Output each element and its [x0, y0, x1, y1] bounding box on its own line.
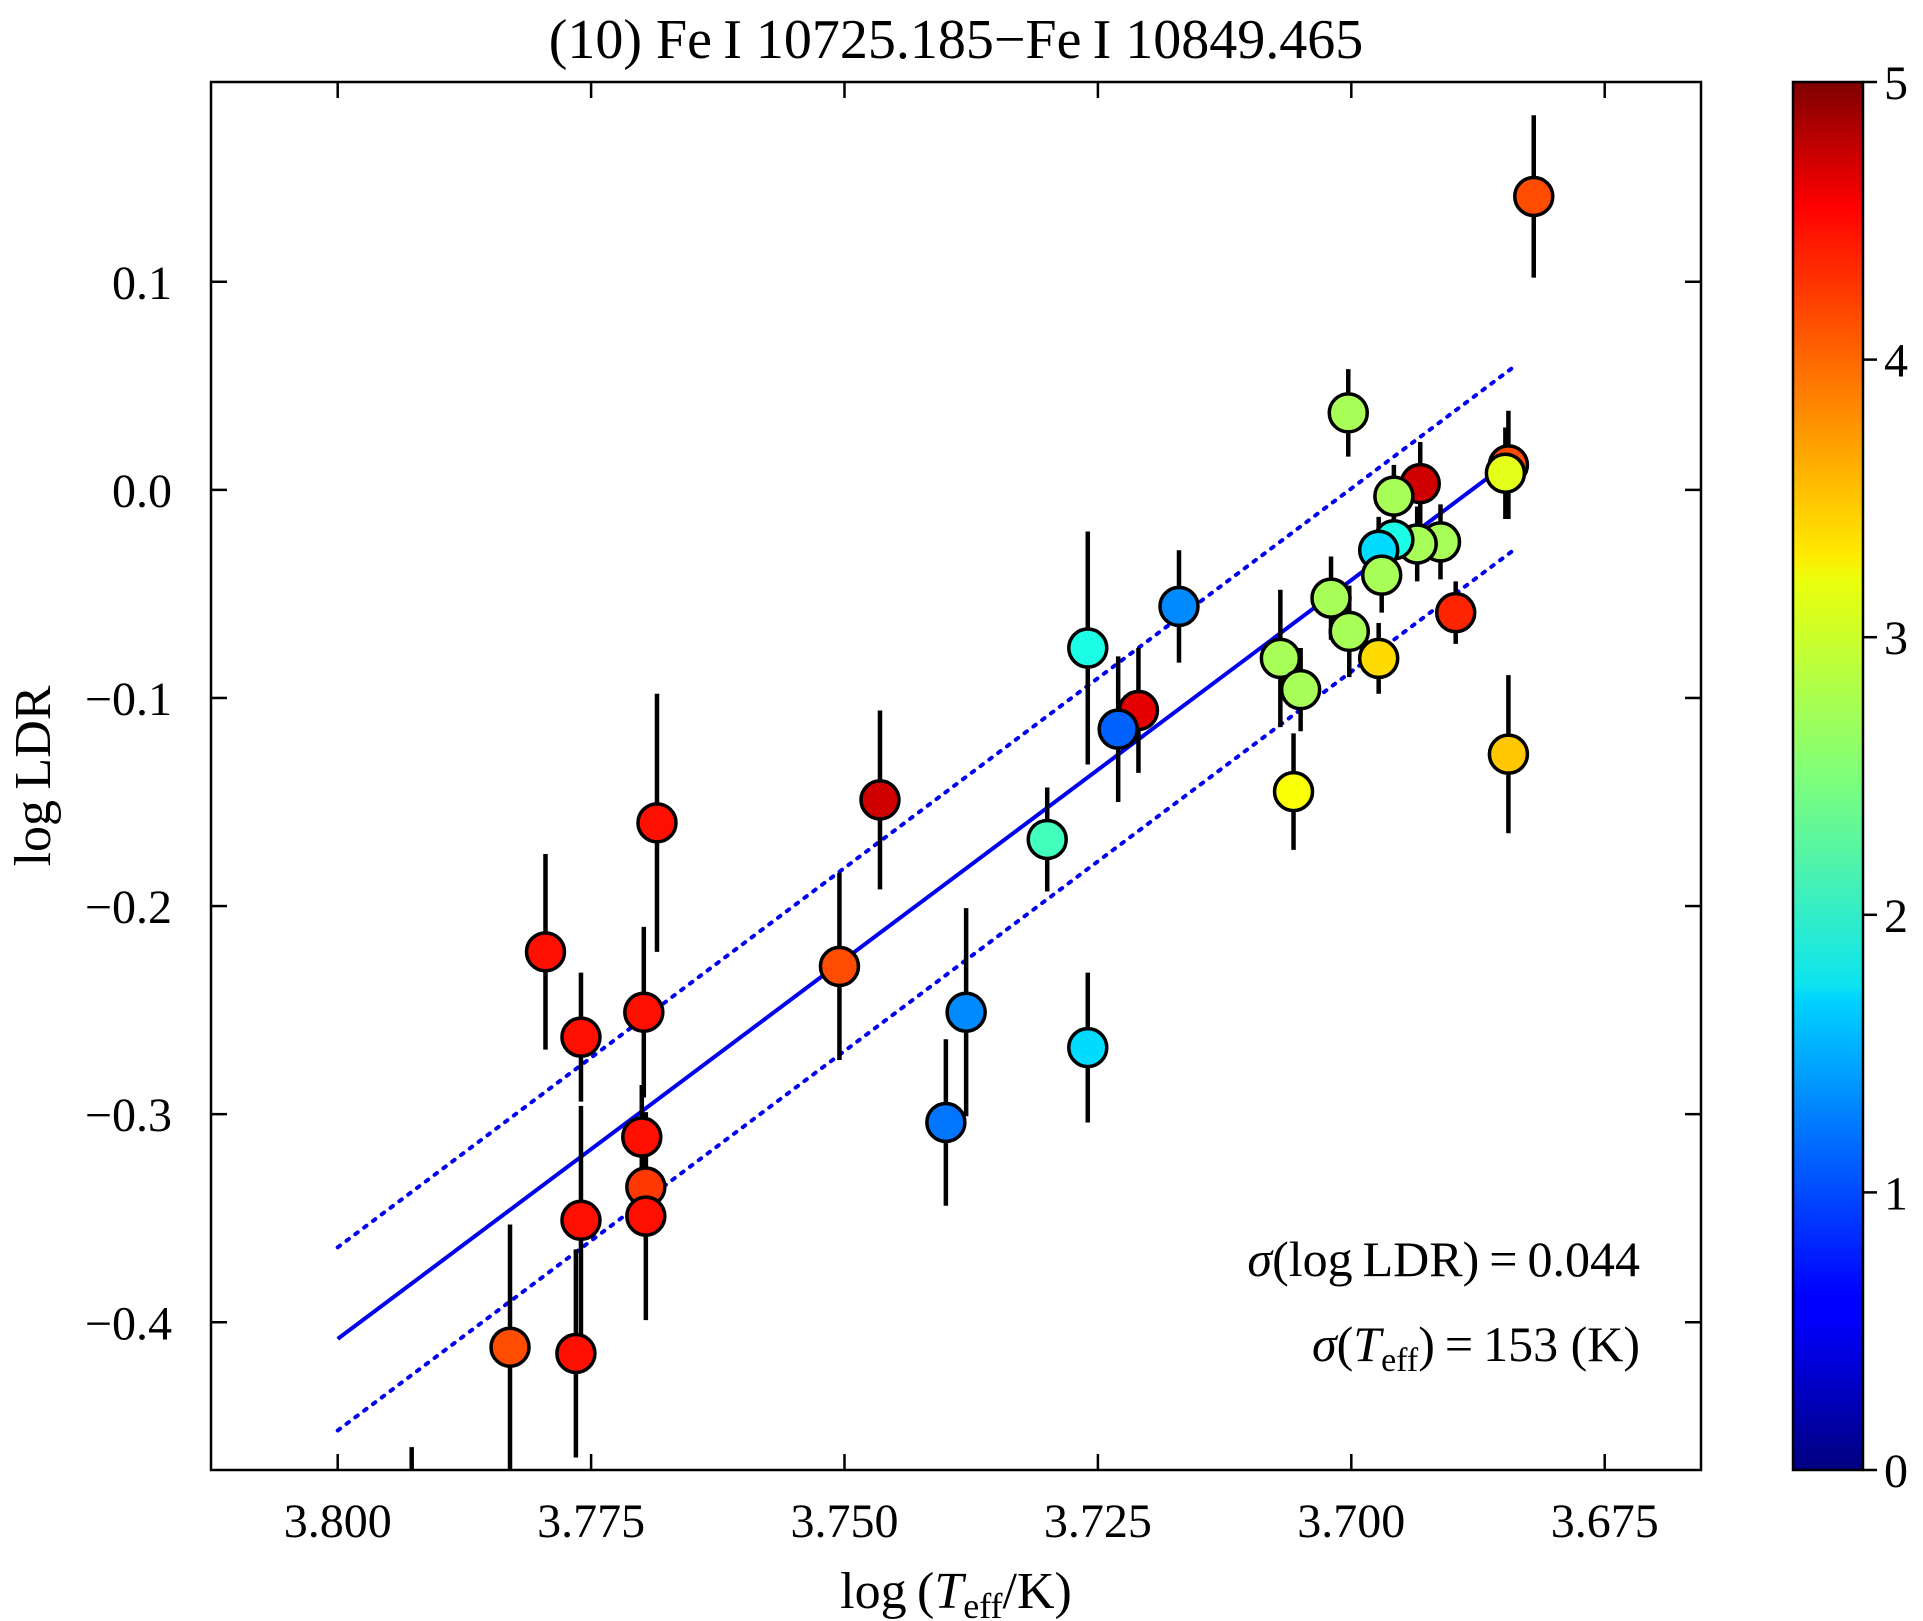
data-point — [1328, 610, 1371, 653]
x-axis-label-prefix: log ( — [840, 1563, 934, 1620]
annotation-sigma-ldr: σ(log LDR) = 0.044 — [1247, 1231, 1640, 1287]
y-tick-label: 0.1 — [112, 257, 172, 310]
data-point — [560, 1199, 602, 1242]
y-tick-label: −0.4 — [85, 1297, 172, 1350]
colorbar-tick-label: 3 — [1884, 612, 1908, 665]
x-tick-label: 3.725 — [1044, 1495, 1152, 1548]
data-point — [560, 1016, 602, 1058]
colorbar: 0 1 2 3 4 5 — [1791, 57, 1908, 1498]
chart-title: (10) Fe I 10725.185−Fe I 10849.465 — [549, 9, 1364, 71]
y-tick-label: −0.1 — [85, 673, 172, 726]
data-point — [1097, 708, 1139, 750]
data-point — [1513, 175, 1555, 218]
x-axis-label: log (Teff/K) — [840, 1563, 1072, 1621]
data-point — [1279, 668, 1322, 711]
data-point — [1487, 733, 1530, 775]
data-point — [1373, 475, 1415, 517]
annotation-paren: ( — [1337, 1316, 1354, 1372]
data-point — [1434, 591, 1477, 634]
data-point — [1067, 627, 1109, 669]
colorbar-tick-label: 2 — [1884, 890, 1908, 943]
data-point — [1357, 637, 1400, 680]
y-axis: 0.1 0.0 −0.1 −0.2 −0.3 −0.4 — [85, 257, 1701, 1350]
annotation-sigma-symbol: σ — [1247, 1231, 1274, 1287]
x-tick-label: 3.700 — [1297, 1495, 1405, 1548]
data-point — [1327, 392, 1370, 434]
data-point — [1484, 452, 1527, 494]
colorbar-tick-label: 5 — [1884, 57, 1908, 110]
colorbar-gradient — [1791, 80, 1865, 1472]
x-tick-label: 3.800 — [284, 1495, 392, 1548]
x-tick-label: 3.750 — [791, 1495, 899, 1548]
x-axis-label-sub: eff — [963, 1586, 1002, 1621]
colorbar-ticks: 0 1 2 3 4 5 — [1863, 57, 1908, 1498]
data-point — [925, 1101, 967, 1144]
fit-lower-bound — [335, 548, 1516, 1433]
y-axis-label: log LDR — [5, 685, 62, 866]
colorbar-tick-label: 0 — [1884, 1445, 1908, 1498]
x-axis-label-suffix: /K) — [1003, 1563, 1072, 1620]
data-point — [859, 779, 901, 821]
data-point — [1026, 818, 1068, 861]
data-point — [1360, 554, 1403, 596]
x-tick-label: 3.775 — [537, 1495, 645, 1548]
data-point — [623, 991, 665, 1033]
fit-upper-bound — [335, 365, 1516, 1250]
data-point — [555, 1332, 597, 1375]
y-tick-label: −0.2 — [85, 881, 172, 934]
data-point — [636, 802, 678, 844]
x-axis: 3.800 3.775 3.750 3.725 3.700 3.675 — [284, 82, 1659, 1548]
data-point — [621, 1116, 663, 1158]
x-axis-label-T: T — [934, 1563, 966, 1620]
colorbar-tick-label: 4 — [1884, 335, 1908, 388]
plot-frame — [209, 80, 1703, 1472]
plot-area — [335, 115, 1555, 1529]
data-point — [1272, 770, 1315, 813]
data-point — [1259, 637, 1302, 680]
annotation-sigma-symbol: σ — [1312, 1316, 1339, 1372]
data-point — [818, 945, 861, 988]
colorbar-tick-label: 1 — [1884, 1167, 1908, 1220]
x-tick-label: 3.675 — [1551, 1495, 1659, 1548]
data-point — [393, 1491, 431, 1529]
y-tick-label: −0.3 — [85, 1089, 172, 1142]
data-point — [625, 1195, 667, 1237]
data-point — [489, 1326, 531, 1368]
annotation-sigma-ldr-value: (log LDR) = 0.044 — [1272, 1231, 1640, 1287]
data-point — [524, 931, 567, 973]
plot-clip-group — [335, 115, 1555, 1529]
annotation-sub: eff — [1381, 1342, 1419, 1379]
data-point — [945, 991, 987, 1033]
data-point — [1310, 577, 1352, 619]
data-point — [1158, 585, 1200, 628]
annotation-sigma-teff-value: ) = 153 (K) — [1418, 1316, 1640, 1372]
data-point — [1067, 1026, 1109, 1069]
annotation-sigma-teff: σ(Teff) = 153 (K) — [1312, 1316, 1640, 1379]
y-tick-label: 0.0 — [112, 465, 172, 518]
annotation-T: T — [1353, 1316, 1384, 1372]
